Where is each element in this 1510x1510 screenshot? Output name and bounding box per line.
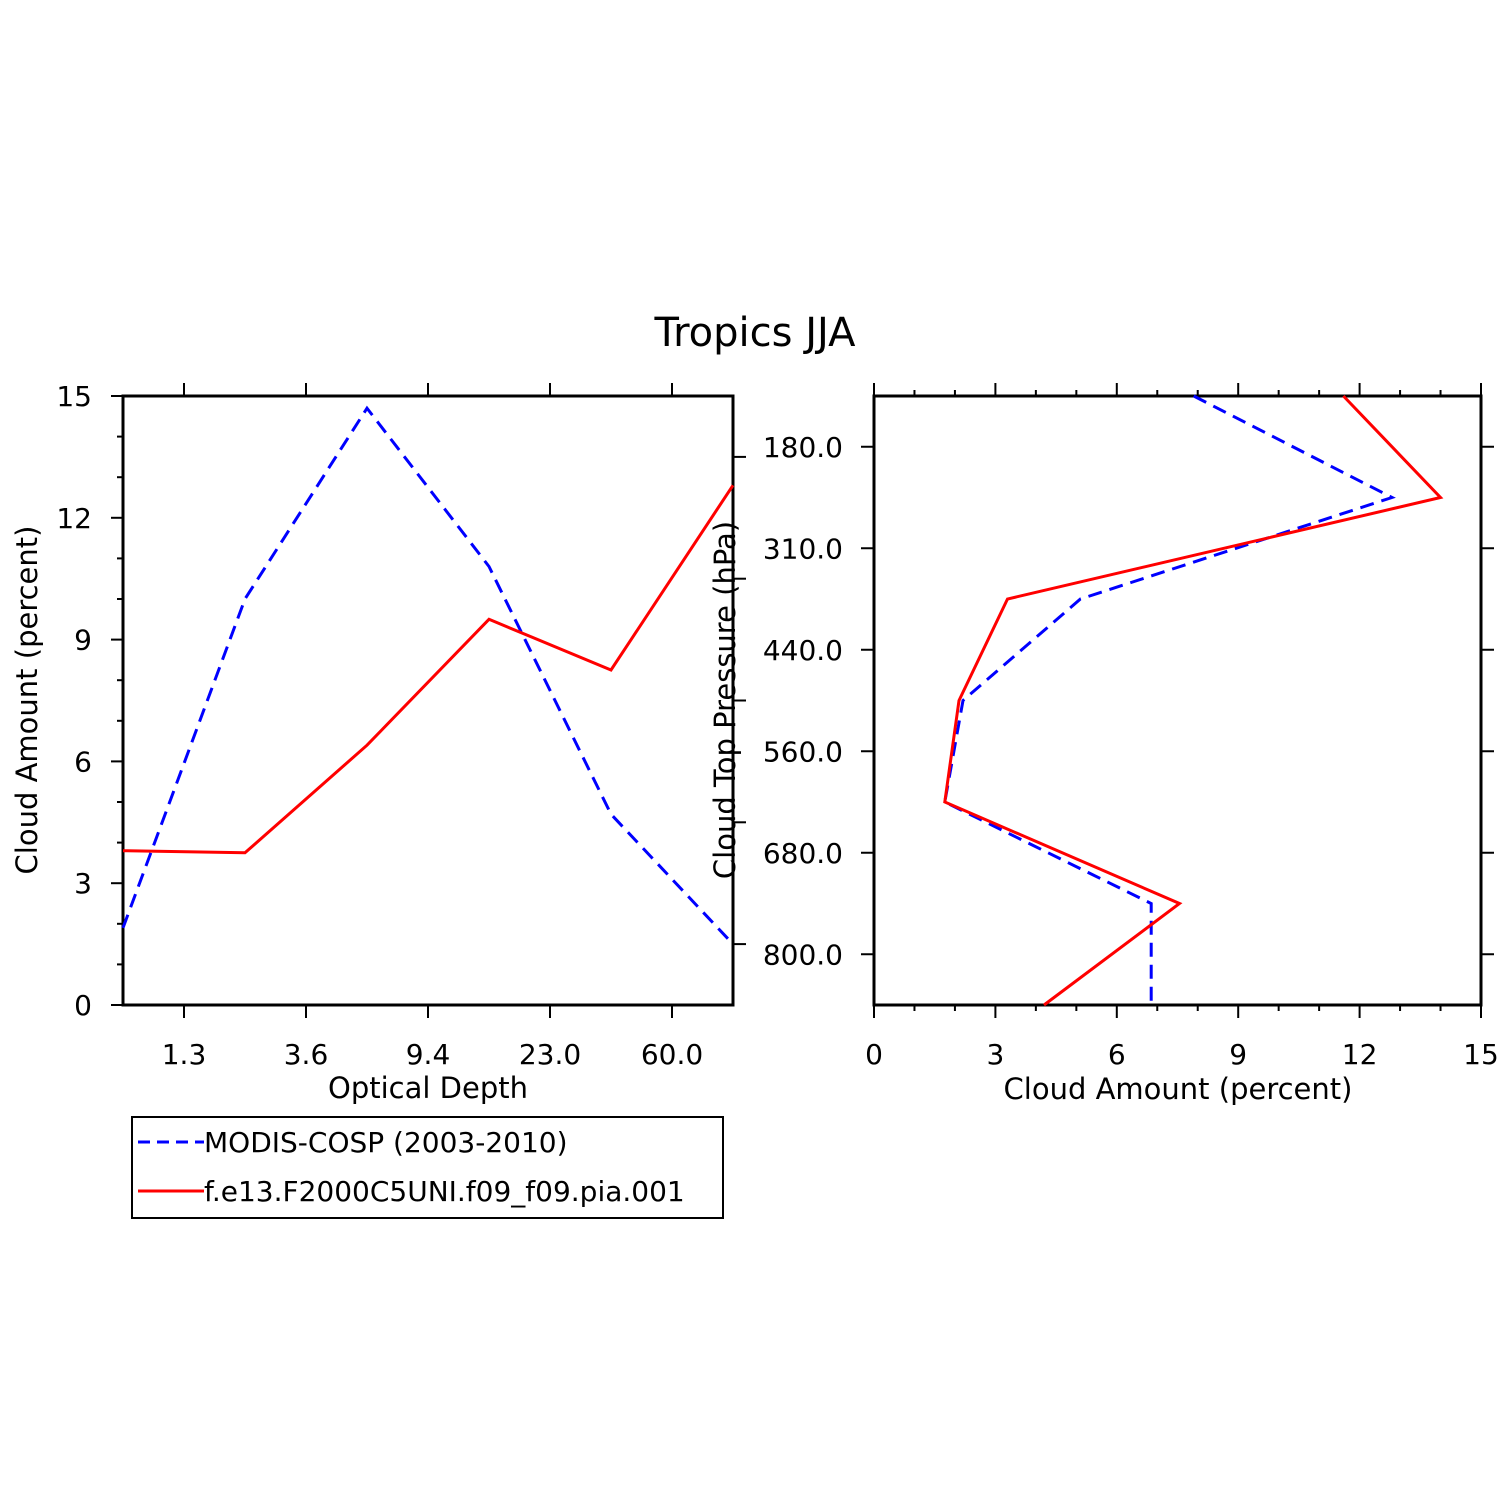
- right-x-tick-label: 12: [1342, 1038, 1378, 1071]
- left-x-tick-label: 23.0: [519, 1038, 581, 1071]
- right-y-tick-label: 560.0: [763, 735, 843, 768]
- cloud-top-pressure-panel: 0 3 6 9 12 15 180.0 310.0 440.0 560.0 680.0 800.0 C…: [708, 383, 1499, 1106]
- right-y-tick-label: 180.0: [763, 431, 843, 464]
- right-x-tick-label: 6: [1108, 1038, 1126, 1071]
- legend-box: [131, 1116, 724, 1219]
- right-x-tick-label: 0: [865, 1038, 883, 1071]
- legend: MODIS-COSP (2003-2010) f.e13.F2000C5UNI.…: [131, 1116, 724, 1219]
- right-series-model-line: [943, 394, 1444, 1007]
- right-x-tick-label: 15: [1463, 1038, 1499, 1071]
- right-y-tick-label: 800.0: [763, 938, 843, 971]
- right-y-axis-label: Cloud Top Pressure (hPa): [708, 521, 742, 879]
- right-y-tick-label: 680.0: [763, 837, 843, 870]
- legend-label-model: f.e13.F2000C5UNI.f09_f09.pia.001: [204, 1175, 685, 1208]
- left-x-axis-label: Optical Depth: [328, 1071, 528, 1105]
- left-plot-frame: [121, 394, 735, 1007]
- right-x-axis-label: Cloud Amount (percent): [1004, 1072, 1353, 1106]
- left-x-tick-label: 1.3: [162, 1038, 207, 1071]
- chart-title: Tropics JJA: [654, 310, 857, 356]
- left-y-tick-label: 9: [74, 624, 92, 657]
- right-y-tick-label: 310.0: [763, 532, 843, 565]
- left-x-tick-label: 3.6: [284, 1038, 329, 1071]
- left-series-modis-line: [121, 405, 735, 946]
- legend-label-modis: MODIS-COSP (2003-2010): [204, 1126, 568, 1159]
- right-series-modis-line: [943, 394, 1396, 1005]
- left-y-tick-label: 3: [74, 867, 92, 900]
- right-x-tick-label: 9: [1229, 1038, 1247, 1071]
- left-y-tick-label: 0: [74, 989, 92, 1022]
- right-plot-frame: [872, 394, 1483, 1007]
- left-y-tick-label: 6: [74, 745, 92, 778]
- left-x-tick-label: 9.4: [406, 1038, 451, 1071]
- left-y-axis-label: Cloud Amount (percent): [10, 526, 44, 875]
- left-series-model-line: [122, 484, 735, 855]
- right-x-tick-label: 3: [986, 1038, 1004, 1071]
- right-y-tick-label: 440.0: [763, 634, 843, 667]
- left-y-tick-label: 15: [56, 380, 92, 413]
- left-x-tick-label: 60.0: [641, 1038, 703, 1071]
- left-y-tick-label: 12: [56, 502, 92, 535]
